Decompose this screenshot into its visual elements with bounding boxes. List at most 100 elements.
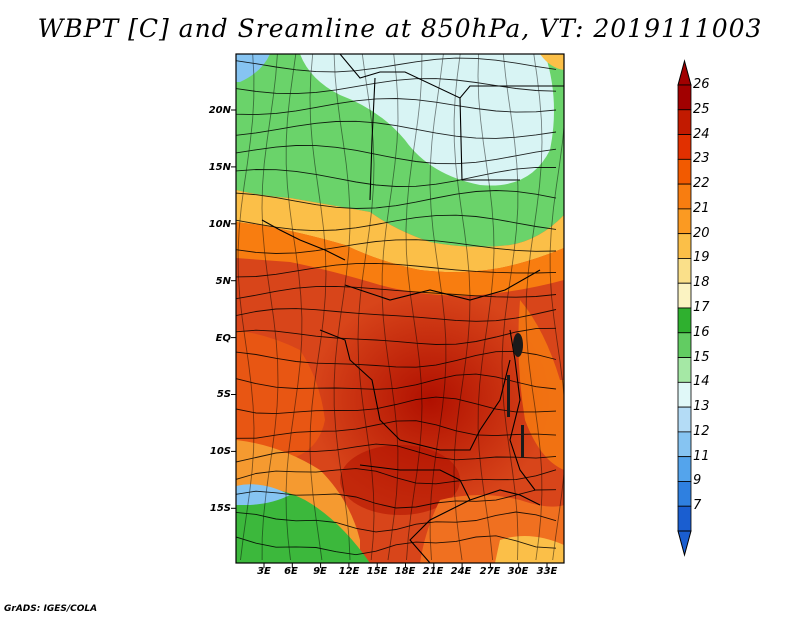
- colorbar-label: 18: [693, 275, 710, 291]
- colorbar-label: 7: [693, 498, 702, 514]
- colorbar-swatch: [677, 332, 692, 358]
- lon-label-27e: 27E: [479, 566, 501, 577]
- streamline: [477, 54, 495, 561]
- colorbar-swatch: [677, 456, 692, 482]
- ne-corner-warm: [540, 54, 564, 70]
- colorbar-bottom-arrow: [677, 530, 692, 557]
- colorbar-swatch: [677, 381, 692, 408]
- streamline: [405, 54, 423, 561]
- chart-title: WBPT [C] and Sreamline at 850hPa, VT: 20…: [37, 14, 763, 43]
- border-angola-zambia: [359, 464, 471, 563]
- colorbar-label: 20: [693, 225, 710, 241]
- colorbar-swatch: [677, 84, 692, 111]
- east-highlands-region: [518, 300, 564, 470]
- lat-label-20n: 20N: [208, 105, 231, 116]
- lat-label-15n: 15N: [208, 162, 231, 173]
- streamline: [236, 190, 557, 209]
- streamline: [236, 511, 557, 533]
- colorbar: [677, 59, 692, 557]
- border-congo: [319, 329, 511, 451]
- colorbar-swatch: [677, 258, 692, 284]
- lat-label-10s: 10S: [209, 446, 231, 457]
- border-west-africa: [261, 219, 346, 261]
- streamline: [236, 262, 557, 278]
- streamline: [525, 54, 543, 561]
- streamline: [236, 120, 557, 139]
- streamline: [549, 54, 564, 561]
- colorbar-label: 19: [693, 250, 710, 266]
- lon-label-15e: 15E: [366, 566, 388, 577]
- colorbar-label: 23: [693, 151, 710, 167]
- border-north: [339, 54, 564, 99]
- streamline: [309, 54, 327, 561]
- lon-label-24e: 24E: [450, 566, 472, 577]
- streamline: [357, 54, 375, 561]
- colorbar-label: 9: [693, 473, 702, 489]
- colorbar-label: 15: [693, 349, 710, 365]
- streamline: [236, 489, 557, 509]
- colorbar-label: 11: [693, 448, 710, 464]
- atlantic-blue-patch: [236, 484, 290, 505]
- colorbar-swatch: [677, 406, 692, 433]
- lat-label-10n: 10N: [208, 219, 231, 230]
- lat-ticks: [231, 109, 236, 509]
- map-field: [236, 54, 564, 563]
- colorbar-swatch: [677, 134, 692, 160]
- southeast-yellow-patch: [495, 536, 564, 563]
- colorbar-label: 24: [693, 126, 710, 142]
- border-rift: [509, 329, 536, 491]
- streamline: [501, 54, 519, 561]
- streamline: [261, 54, 279, 561]
- lon-label-33e: 33E: [536, 566, 558, 577]
- colorbar-top-arrow: [677, 59, 692, 86]
- colorbar-swatch: [677, 109, 692, 135]
- colorbar-swatch: [677, 158, 692, 185]
- lat-label-5s: 5S: [216, 389, 231, 400]
- colorbar-label: 26: [693, 77, 710, 92]
- lat-label-5n: 5N: [215, 276, 231, 287]
- colorbar-swatch: [677, 431, 692, 458]
- lat-label-eq: EQ: [215, 333, 231, 344]
- west-coast-orange: [236, 330, 325, 470]
- colorbar-label: 16: [693, 324, 710, 340]
- colorbar-label: 25: [693, 101, 710, 117]
- streamline: [237, 54, 255, 561]
- streamline: [236, 239, 557, 254]
- colorbar-label: 21: [693, 200, 710, 216]
- warm-core-south: [340, 445, 460, 515]
- lon-label-30e: 30E: [507, 566, 529, 577]
- border-car: [344, 269, 541, 301]
- lon-label-6e: 6E: [284, 566, 298, 577]
- streamline: [429, 54, 447, 561]
- border-sudan: [459, 97, 520, 181]
- sahara-cool-region: [300, 54, 554, 186]
- map-frame: [235, 53, 565, 564]
- atlantic-green-region: [236, 488, 370, 563]
- colorbar-label: 13: [693, 399, 710, 415]
- great-lakes: [507, 333, 524, 457]
- streamline: [236, 420, 557, 439]
- streamline: [236, 285, 557, 300]
- border-malawi: [469, 489, 541, 506]
- streamline: [236, 396, 557, 415]
- colorbar-swatch: [677, 208, 692, 235]
- colorbar-swatch: [677, 481, 692, 507]
- colorbar-label: 14: [693, 374, 710, 390]
- lon-label-12e: 12E: [338, 566, 360, 577]
- streamline: [236, 443, 557, 463]
- streamlines: [236, 54, 564, 561]
- lon-label-9e: 9E: [313, 566, 327, 577]
- streamline: [236, 145, 557, 165]
- streamline: [453, 54, 471, 561]
- colorbar-swatch: [677, 233, 692, 259]
- colorbar-swatch: [677, 183, 692, 210]
- country-borders: [261, 54, 564, 563]
- streamline: [236, 57, 557, 73]
- lon-label-3e: 3E: [257, 566, 271, 577]
- footer-credit: GrADS: IGES/COLA: [4, 604, 98, 614]
- colorbar-label: 12: [693, 423, 710, 439]
- lake-victoria-shape: [513, 333, 523, 357]
- cool-corner-blue: [236, 54, 270, 82]
- streamline: [381, 54, 399, 561]
